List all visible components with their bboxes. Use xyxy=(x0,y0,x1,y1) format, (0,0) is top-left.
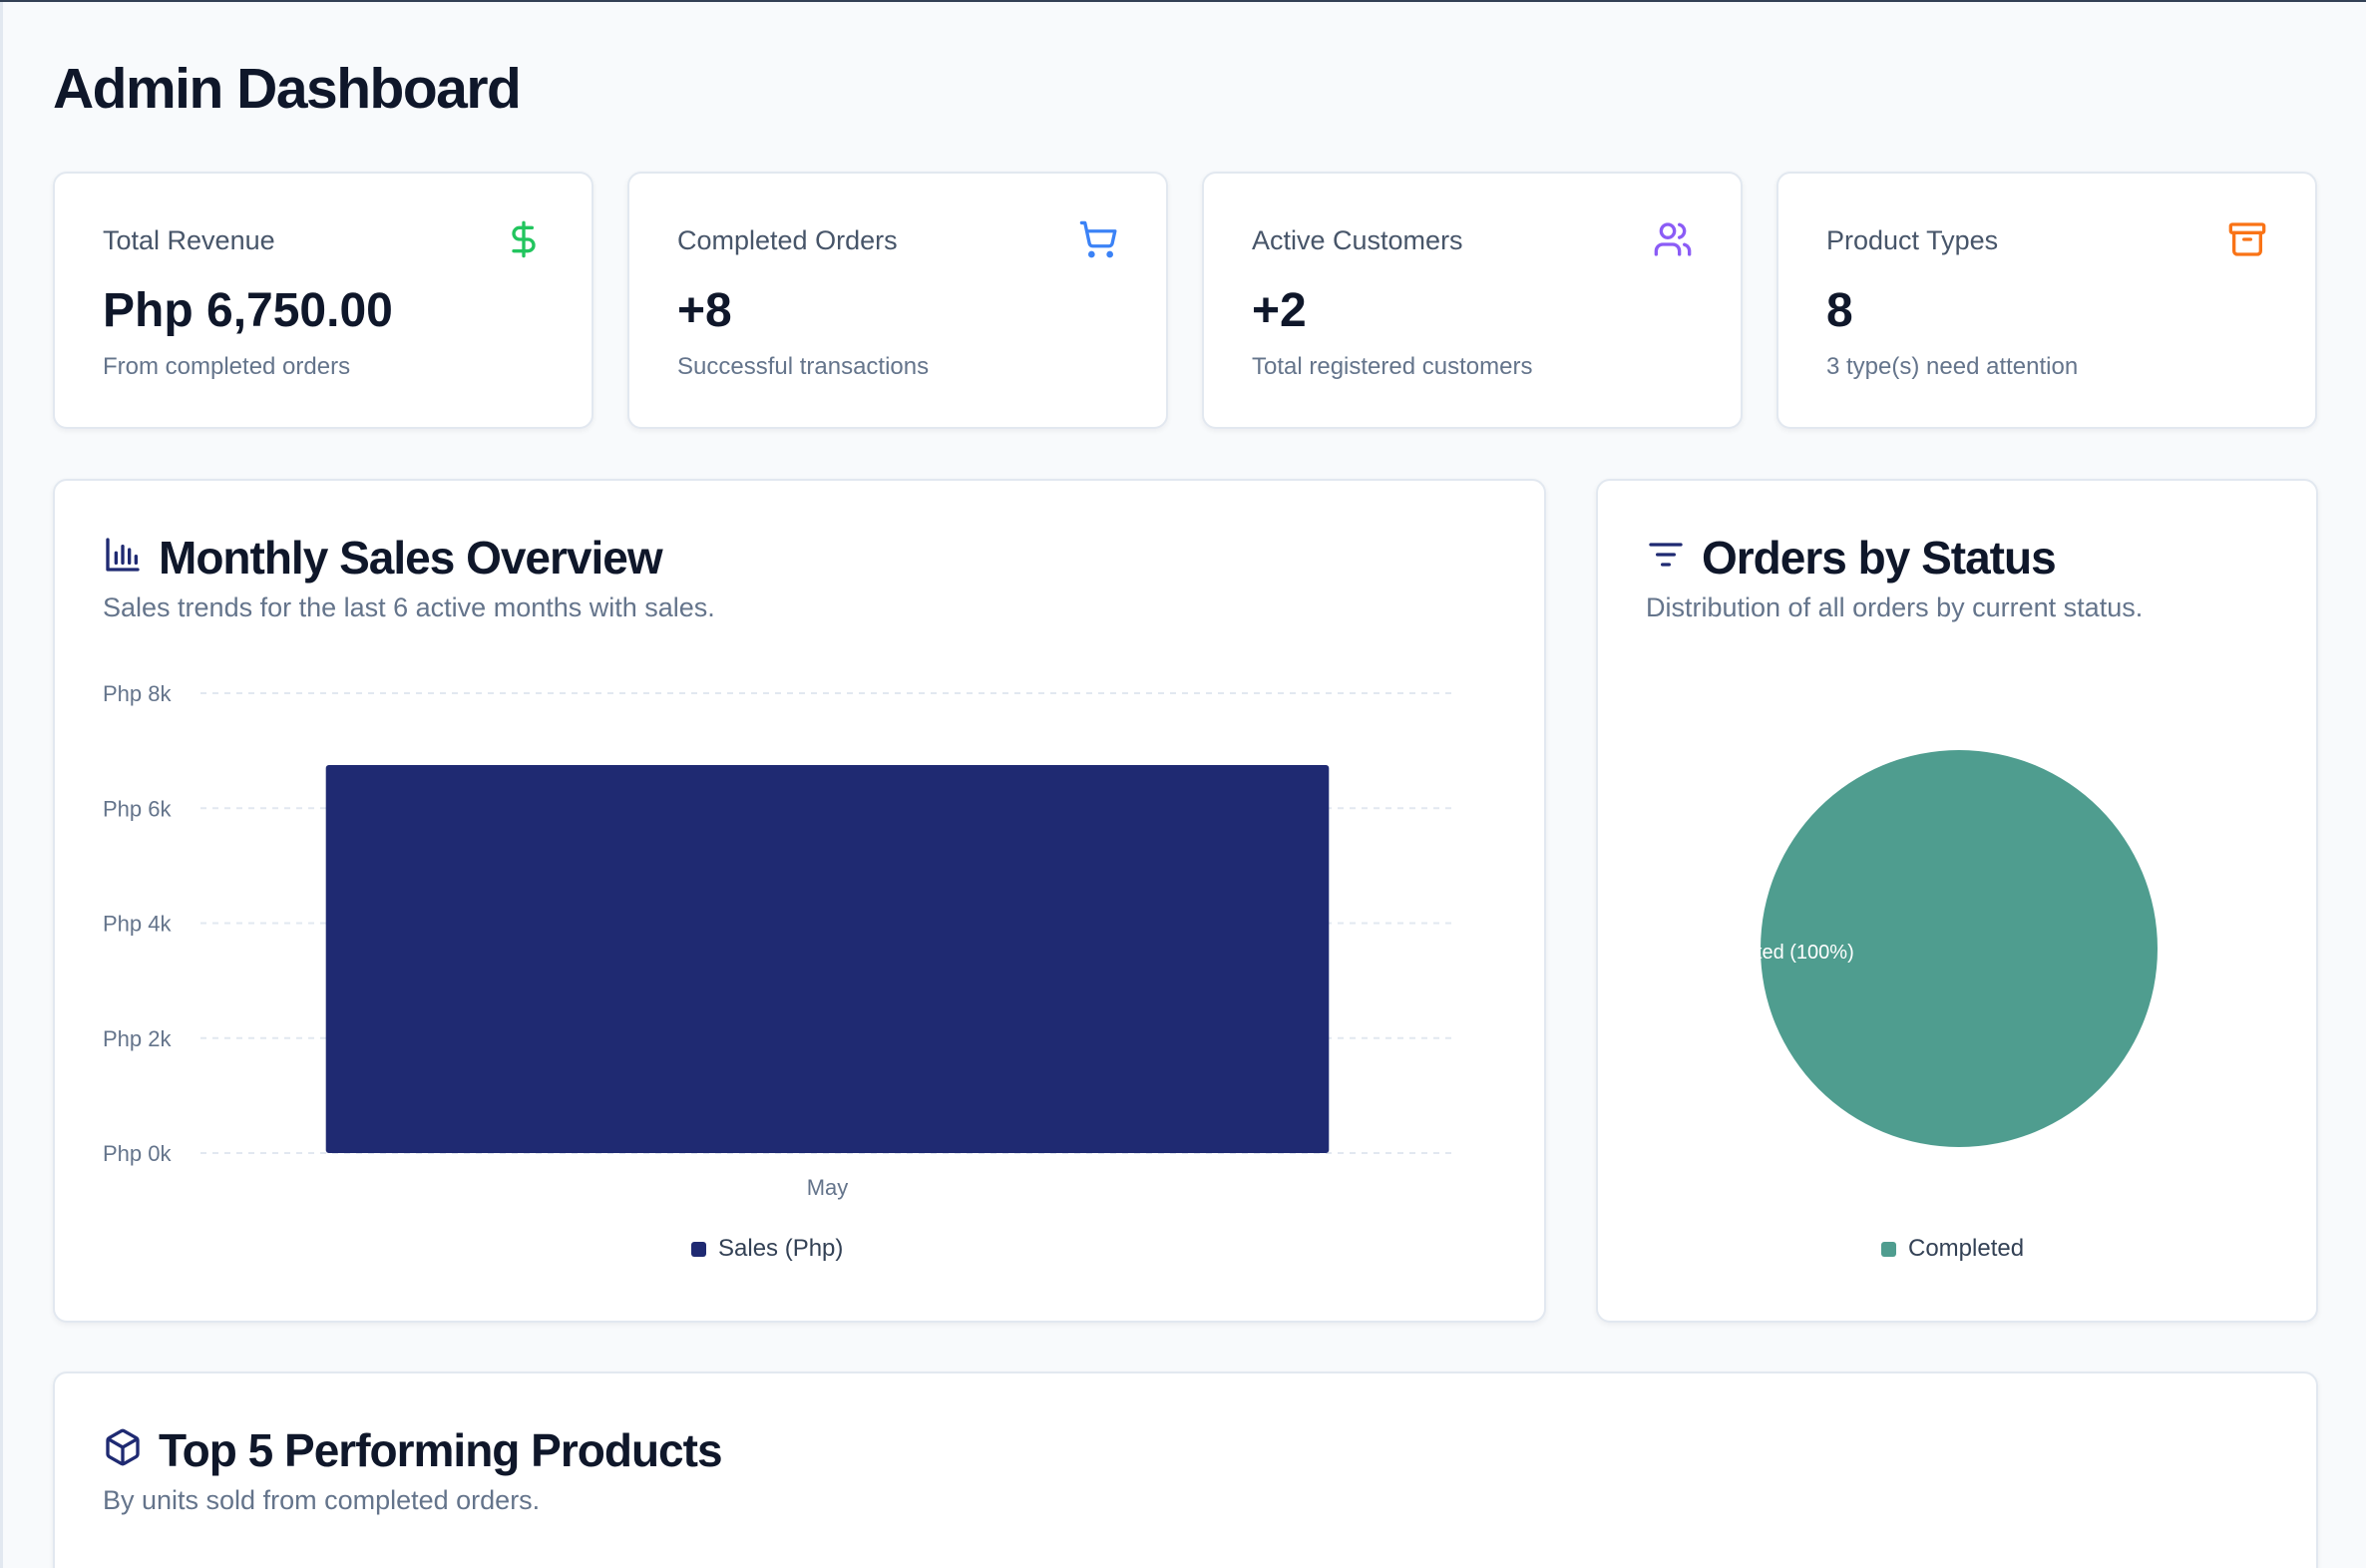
stat-label: Active Customers xyxy=(1252,225,1463,255)
stat-subtext: Successful transactions xyxy=(677,353,930,380)
product-types-card: Product Types 8 3 type(s) need attention xyxy=(1776,172,2317,429)
stat-label: Total Revenue xyxy=(103,225,275,255)
y-tick-label: Php 2k xyxy=(103,1026,172,1051)
y-tick-label: Php 4k xyxy=(103,912,172,937)
stat-subtext: 3 type(s) need attention xyxy=(1826,353,2079,380)
monthly-sales-panel: Monthly Sales Overview Sales trends for … xyxy=(53,479,1546,1323)
stat-subtext: From completed orders xyxy=(103,353,351,380)
status-legend[interactable]: Completed xyxy=(1881,1235,2024,1263)
left-border xyxy=(0,2,3,1568)
bar-chart-icon xyxy=(106,538,140,572)
y-tick-label: Php 6k xyxy=(103,796,172,821)
archive-icon xyxy=(2228,222,2266,256)
page-title: Admin Dashboard xyxy=(53,57,522,121)
package-icon xyxy=(106,1428,140,1466)
legend-label: Completed xyxy=(1908,1235,2025,1262)
stat-value: +8 xyxy=(677,284,732,337)
y-tick-label: Php 0k xyxy=(103,1141,172,1166)
stat-value: 8 xyxy=(1826,284,1853,337)
pie-slice[interactable] xyxy=(1761,750,2158,1147)
total-revenue-card: Total Revenue Php 6,750.00 From complete… xyxy=(53,172,593,429)
panel-title: Top 5 Performing Products xyxy=(159,1424,723,1476)
dollar-icon xyxy=(512,220,536,258)
panel-description: By units sold from completed orders. xyxy=(103,1485,541,1515)
stat-label: Product Types xyxy=(1826,225,1999,255)
panel-description: Distribution of all orders by current st… xyxy=(1646,592,2144,622)
panel-description: Sales trends for the last 6 active month… xyxy=(103,592,715,622)
sales-bar[interactable] xyxy=(325,765,1330,1153)
users-icon xyxy=(1654,222,1692,256)
stat-subtext: Total registered customers xyxy=(1252,353,1533,380)
panel-title: Monthly Sales Overview xyxy=(159,532,663,584)
legend-swatch xyxy=(1881,1241,1896,1257)
stat-label: Completed Orders xyxy=(677,225,898,255)
legend-swatch xyxy=(691,1241,706,1257)
completed-orders-card: Completed Orders +8 Successful transacti… xyxy=(627,172,1168,429)
x-tick-label: May xyxy=(807,1175,849,1200)
panel-title: Orders by Status xyxy=(1702,532,2057,584)
sales-bar-chart: Php 8k Php 6k Php 4k Php 2k Php 0k May xyxy=(103,681,1454,1200)
sales-legend[interactable]: Sales (Php) xyxy=(691,1235,843,1263)
stat-value: +2 xyxy=(1252,284,1307,337)
pie-slice-label: Completed (100%) xyxy=(1688,942,1854,964)
y-tick-label: Php 8k xyxy=(103,681,172,706)
top-products-panel: Top 5 Performing Products By units sold … xyxy=(53,1372,2318,1568)
cart-icon xyxy=(1079,220,1117,258)
filter-icon xyxy=(1649,543,1683,567)
status-pie-chart: Completed (100%) xyxy=(1688,750,2158,1147)
legend-label: Sales (Php) xyxy=(718,1235,844,1262)
stat-value: Php 6,750.00 xyxy=(103,284,393,337)
orders-by-status-panel: Orders by Status Distribution of all ord… xyxy=(1596,479,2318,1323)
active-customers-card: Active Customers +2 Total registered cus… xyxy=(1202,172,1743,429)
